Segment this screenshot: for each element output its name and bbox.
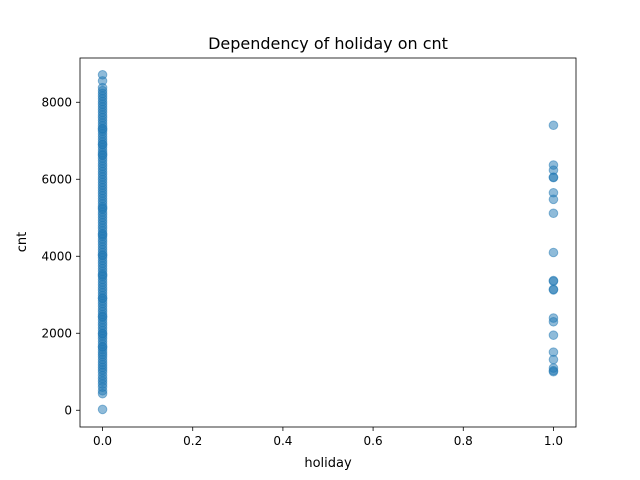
data-point (97, 311, 108, 322)
data-point (97, 203, 108, 213)
data-point (97, 139, 108, 150)
data-point (97, 69, 108, 80)
data-point (97, 293, 108, 304)
x-axis-ticks: 0.0 0.2 0.4 0.6 0.8 1.0 (93, 427, 563, 448)
x-tick-label: 0.8 (454, 434, 473, 448)
y-axis-label: cnt (15, 232, 30, 252)
data-point (548, 160, 559, 170)
chart-title: Dependency of holiday on cnt (208, 34, 448, 53)
x-tick-label: 0.0 (93, 434, 112, 448)
data-point (548, 330, 559, 340)
data-point (548, 284, 559, 295)
data-point (548, 275, 559, 286)
y-tick-label: 6000 (41, 172, 72, 186)
y-tick-label: 4000 (41, 249, 72, 263)
x-axis-label: holiday (304, 456, 352, 471)
data-point (97, 270, 108, 280)
x-tick-label: 0.2 (183, 434, 202, 448)
data-point (97, 124, 108, 135)
plot-area-frame (79, 57, 577, 428)
data-points (97, 69, 559, 415)
data-point (97, 342, 108, 352)
x-tick-label: 0.6 (364, 434, 383, 448)
data-point (548, 347, 559, 357)
data-point (97, 229, 108, 240)
data-point (97, 250, 108, 261)
data-point (548, 313, 559, 323)
data-point (97, 329, 108, 339)
y-axis-ticks: 0 2000 4000 6000 8000 (41, 95, 80, 417)
y-tick-label: 0 (64, 403, 72, 417)
data-point (548, 120, 559, 131)
y-tick-label: 2000 (41, 326, 72, 340)
x-tick-label: 1.0 (544, 434, 563, 448)
data-point (548, 194, 559, 205)
data-point (548, 363, 559, 373)
x-tick-label: 0.4 (273, 434, 292, 448)
data-point (548, 247, 559, 258)
data-point (97, 149, 108, 160)
data-point (548, 208, 559, 219)
y-tick-label: 8000 (41, 95, 72, 109)
data-point (97, 404, 108, 415)
